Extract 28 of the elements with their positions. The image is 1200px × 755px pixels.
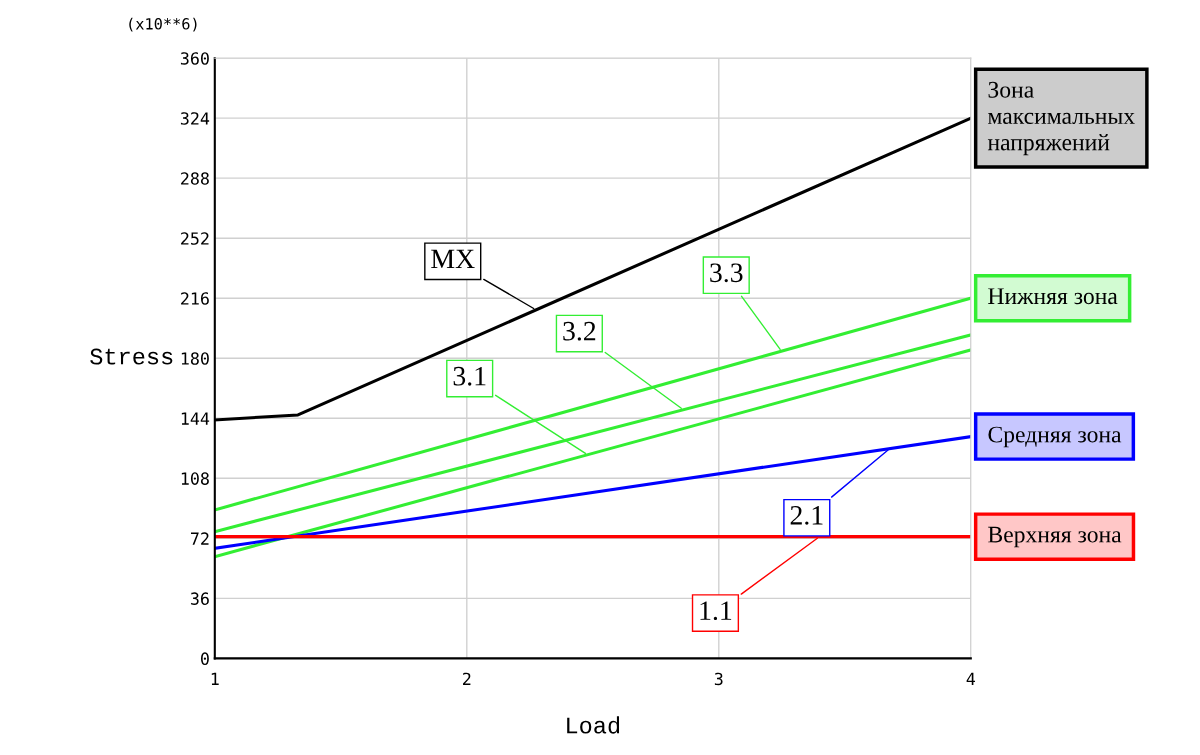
- annotation: 1.1: [700, 601, 732, 621]
- y-tick-label: 180: [181, 352, 209, 365]
- y-tick-label: 360: [180, 52, 209, 65]
- text: (x10**6): [129, 17, 197, 32]
- y-tick-label: 36: [190, 592, 209, 605]
- x-axis-title: Load: [567, 716, 620, 734]
- annotation: Нижняя зона: [988, 288, 1118, 305]
- y-tick-label: 0: [200, 652, 209, 665]
- x-tick-label: 4: [966, 672, 976, 685]
- y-tick-label: 108: [181, 472, 209, 485]
- y-tick-label: 324: [180, 112, 210, 125]
- annotation: Верхняя зона: [988, 526, 1122, 548]
- y-tick-label: 288: [181, 172, 209, 185]
- annotation: 3.3: [710, 263, 743, 283]
- annotation: 3.1: [453, 366, 486, 386]
- annotation: Средняя зона: [988, 426, 1122, 448]
- y-tick-label: 72: [191, 532, 209, 545]
- y-axis-title: Stress: [90, 348, 173, 365]
- y-tick-label: 252: [181, 232, 209, 245]
- x-tick-label: 3: [714, 672, 723, 686]
- annotation: Зона максимальных напряжений: [987, 81, 1135, 156]
- x-tick-label: 2: [463, 672, 471, 685]
- y-tick-label: 216: [181, 292, 209, 305]
- y-tick-label: 144: [181, 412, 210, 425]
- x-tick-label: 1: [211, 672, 219, 685]
- annotation: 2.1: [790, 506, 823, 525]
- annotation: MX: [431, 249, 475, 268]
- annotation: 3.2: [563, 321, 596, 341]
